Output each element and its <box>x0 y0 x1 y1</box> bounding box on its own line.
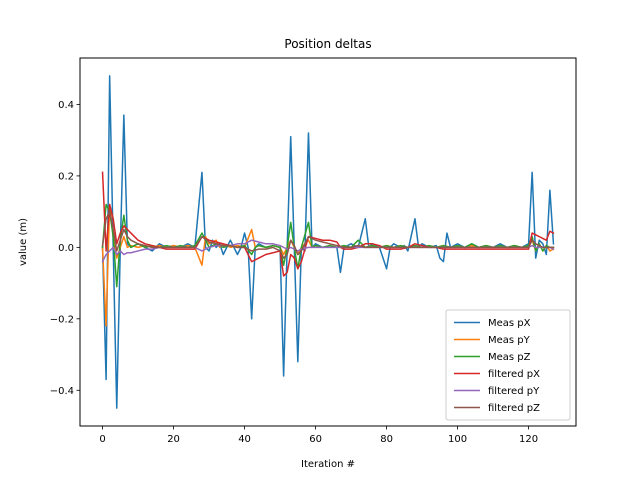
x-tick-label: 0 <box>99 434 105 445</box>
legend-label: filtered pY <box>488 386 540 397</box>
legend-label: Meas pY <box>488 335 531 346</box>
series-line-3 <box>101 171 555 277</box>
x-tick-label: 40 <box>238 434 251 445</box>
y-tick-label: −0.2 <box>50 314 74 325</box>
axes-frame <box>79 57 577 427</box>
x-tick-label: 20 <box>167 434 180 445</box>
legend-box <box>445 309 571 421</box>
x-tick-label: 80 <box>380 434 393 445</box>
axis-ticks: 0 20 40 60 80 100 120 −0.4 −0.2 0.0 0.2 0.4 <box>50 100 538 445</box>
y-tick-label: 0.4 <box>58 100 74 111</box>
legend-label: Meas pZ <box>488 352 531 363</box>
legend-label: Meas pX <box>488 318 531 329</box>
y-tick-label: 0.2 <box>58 171 74 182</box>
plot-area <box>101 75 555 409</box>
x-tick-label: 120 <box>519 434 538 445</box>
x-tick-label: 60 <box>309 434 322 445</box>
x-tick-label: 100 <box>448 434 467 445</box>
y-tick-label: −0.4 <box>50 386 74 397</box>
legend: Meas pX Meas pY Meas pZ filtered pX filtered… <box>445 309 571 421</box>
y-tick-label: 0.0 <box>58 243 74 254</box>
y-axis-label: value (m) <box>18 218 29 266</box>
series-line-2 <box>101 203 555 288</box>
legend-label: filtered pX <box>488 369 540 380</box>
chart-title: Position deltas <box>284 37 371 51</box>
legend-label: filtered pZ <box>488 403 540 414</box>
x-axis-label: Iteration # <box>301 459 355 470</box>
series-line-5 <box>101 210 555 259</box>
